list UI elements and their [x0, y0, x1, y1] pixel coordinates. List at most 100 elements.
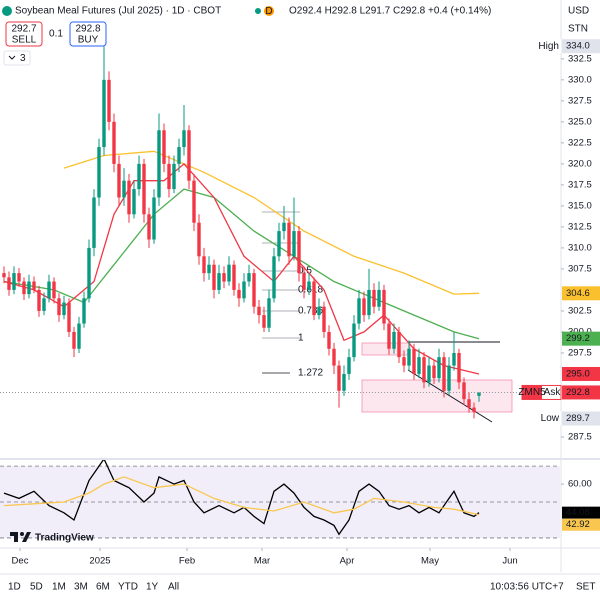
candle-body: [252, 273, 256, 307]
candle-body: [422, 357, 426, 383]
candle-body: [112, 121, 116, 164]
range-button[interactable]: 5D: [30, 582, 43, 593]
marker-icon: [264, 6, 274, 16]
line-series: [3, 476, 480, 516]
buy-button[interactable]: [69, 21, 107, 47]
tag-label: Low: [541, 413, 560, 424]
range-button[interactable]: 3M: [74, 582, 88, 593]
x-tick-label: Feb: [179, 556, 195, 567]
y-tick-label: 320.0: [568, 158, 592, 169]
range-button[interactable]: 1M: [52, 582, 66, 593]
logo: TradingView: [10, 532, 94, 544]
range-button[interactable]: 1Y: [146, 582, 159, 593]
logo-text: TradingView: [35, 533, 94, 544]
unit[interactable]: STN: [568, 24, 588, 35]
candle-body: [197, 222, 201, 257]
candle-body: [167, 163, 171, 190]
candle-body: [337, 365, 341, 391]
price-tag-label: 299.2: [566, 333, 590, 344]
candle-body: [442, 357, 446, 391]
candle-body: [387, 323, 391, 349]
candle-body: [432, 365, 436, 379]
price-tag-label: 304.6: [566, 288, 590, 299]
x-tick-label: Dec: [12, 556, 29, 567]
candle-body: [262, 315, 266, 328]
candle-body: [37, 289, 41, 311]
range-button[interactable]: All: [168, 582, 179, 593]
dot: [255, 8, 261, 14]
candle-body: [347, 357, 351, 374]
session[interactable]: SET: [576, 582, 595, 593]
x-tick-label: Apr: [340, 556, 355, 567]
candle-body: [257, 306, 261, 316]
candle-body: [162, 130, 166, 164]
line-series: [63, 150, 480, 295]
tag-label: High: [538, 41, 559, 52]
candle-body: [272, 256, 276, 299]
y-tick-label: 310.0: [568, 242, 592, 253]
candle-body: [437, 357, 441, 379]
candle-body: [117, 163, 121, 198]
candle-body: [27, 281, 31, 295]
candle-body: [192, 180, 196, 223]
candle-body: [207, 264, 211, 274]
candle-body: [187, 130, 191, 181]
ohlc: O292.4 H292.8 L291.7 C292.8 +0.4 (+0.14%…: [289, 6, 491, 17]
value-tag-label: 42.92: [566, 519, 590, 530]
fib-label: 0.5: [298, 266, 312, 277]
candle-body: [42, 298, 46, 311]
range-button[interactable]: YTD: [118, 582, 138, 593]
candle-body: [312, 281, 316, 316]
line-series: [3, 460, 480, 536]
indicators-toggle[interactable]: [3, 50, 31, 66]
spread: 0.1: [49, 29, 63, 40]
buy-price: 292.8: [75, 24, 100, 35]
candle-body: [232, 264, 236, 290]
y-tick-label: 312.5: [568, 221, 592, 232]
candle-body: [277, 231, 281, 257]
range-button[interactable]: 1D: [8, 582, 21, 593]
candle-body: [57, 298, 61, 316]
candle-body: [157, 130, 161, 198]
candle-body: [7, 277, 11, 290]
candle-body: [47, 281, 51, 299]
candle-body: [377, 289, 381, 307]
price-tag: [562, 385, 600, 400]
zone: [361, 342, 411, 356]
candle-body: [302, 273, 306, 290]
candle-body: [137, 163, 141, 190]
candle-body: [122, 180, 126, 198]
value-tag: [562, 506, 600, 519]
symbol: ZMN5: [518, 387, 546, 398]
candle-body: [182, 130, 186, 148]
candle-body: [92, 197, 96, 248]
currency[interactable]: USD: [568, 6, 589, 17]
y-tick-label: 330.0: [568, 74, 592, 85]
candle-body: [282, 222, 286, 232]
y-tick-label: 297.5: [568, 347, 592, 358]
candle-body: [172, 163, 176, 190]
candle-body: [22, 281, 26, 295]
y-tick-label: 327.5: [568, 95, 592, 106]
price-pane: 0.5 0.618 0.786 1 1.272: [2, 46, 513, 423]
sell-label: SELL: [12, 35, 37, 46]
symbol-badge: [522, 385, 542, 400]
candle-body: [17, 273, 21, 282]
range-button[interactable]: 6M: [96, 582, 110, 593]
candle-body: [392, 331, 396, 349]
sell-button[interactable]: [5, 21, 43, 47]
candle-body: [407, 348, 411, 366]
candle-body: [327, 331, 331, 349]
candle-body: [212, 264, 216, 290]
candle-body: [82, 298, 86, 324]
candle-body: [177, 147, 181, 164]
candle-body: [342, 373, 346, 391]
value-tag-label: 44.08: [566, 507, 590, 518]
candle-body: [467, 399, 471, 408]
x-tick-label: Mar: [254, 556, 270, 567]
candle-body: [147, 214, 151, 240]
candle-body: [67, 302, 71, 332]
sell-price: 292.7: [11, 24, 36, 35]
candle-body: [452, 352, 456, 366]
